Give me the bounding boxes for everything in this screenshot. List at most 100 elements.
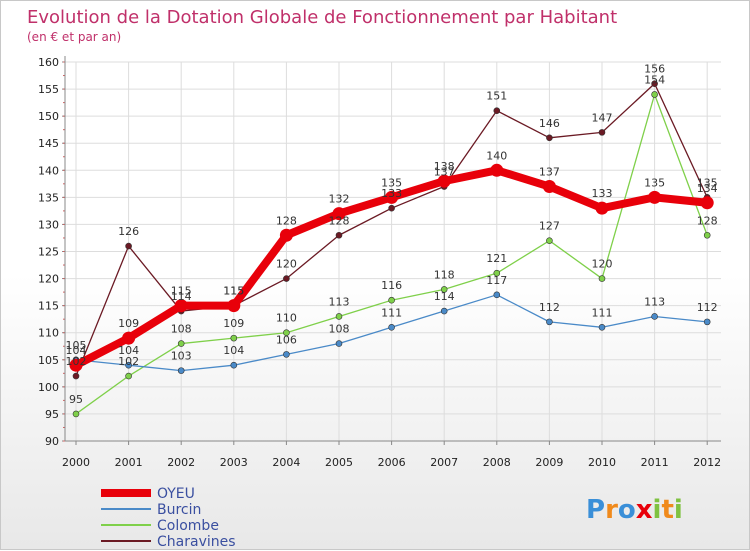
- data-label-charavines: 137: [434, 166, 455, 179]
- x-tick-label: 2004: [272, 456, 300, 469]
- data-label-burcin: 113: [644, 295, 665, 308]
- proxiti-logo: Proxiti: [586, 495, 683, 525]
- data-label-charavines: 120: [276, 258, 297, 271]
- y-tick-label: 115: [38, 300, 59, 313]
- point-charavines: [388, 204, 395, 212]
- data-label-charavines: 102: [66, 355, 87, 368]
- x-tick-label: 2001: [115, 456, 143, 469]
- data-label-colombe: 109: [223, 317, 244, 330]
- data-label-colombe: 102: [118, 355, 139, 368]
- point-oyeu: [542, 180, 556, 194]
- logo-letter: P: [586, 495, 605, 525]
- point-burcin: [335, 340, 343, 347]
- point-oyeu: [490, 163, 504, 177]
- x-tick-label: 2010: [588, 456, 616, 469]
- data-label-burcin: 104: [118, 344, 139, 357]
- point-burcin: [493, 291, 501, 299]
- data-label-colombe: 120: [592, 258, 613, 271]
- point-colombe: [72, 410, 80, 418]
- data-label-charavines: 135: [697, 176, 718, 189]
- data-label-colombe: 118: [434, 268, 455, 281]
- y-tick-label: 120: [38, 273, 59, 286]
- data-label-burcin: 103: [171, 350, 192, 363]
- point-colombe: [177, 340, 185, 347]
- x-tick-label: 2000: [62, 456, 90, 469]
- point-burcin: [703, 318, 711, 326]
- y-tick-label: 90: [45, 435, 59, 448]
- point-burcin: [651, 313, 658, 320]
- point-colombe: [546, 237, 553, 244]
- x-tick-label: 2003: [220, 456, 248, 469]
- point-burcin: [125, 361, 132, 369]
- point-colombe: [703, 231, 711, 239]
- data-label-burcin: 114: [434, 290, 455, 303]
- point-oyeu: [122, 331, 136, 345]
- grid-layer: [65, 61, 721, 442]
- data-label-oyeu: 134: [697, 182, 718, 195]
- data-label-colombe: 121: [486, 252, 507, 265]
- point-burcin: [440, 307, 448, 315]
- data-label-burcin: 117: [486, 274, 507, 287]
- point-colombe: [283, 329, 290, 337]
- data-label-charavines: 133: [381, 187, 402, 200]
- data-label-burcin: 104: [223, 344, 244, 357]
- point-oyeu: [69, 358, 83, 372]
- point-oyeu: [279, 228, 293, 242]
- data-label-colombe: 127: [539, 220, 560, 233]
- data-label-colombe: 128: [697, 214, 718, 227]
- x-tick-label: 2009: [535, 456, 563, 469]
- data-label-colombe: 108: [171, 323, 192, 336]
- y-tick-label: 100: [38, 381, 59, 394]
- data-label-oyeu: 135: [381, 176, 402, 189]
- y-tick-label: 125: [38, 246, 59, 259]
- point-oyeu: [385, 190, 399, 204]
- data-label-charavines: 151: [486, 90, 507, 103]
- data-label-oyeu: 132: [329, 193, 350, 206]
- point-oyeu: [595, 201, 609, 215]
- legend-label-colombe: Colombe: [157, 518, 219, 534]
- point-charavines: [546, 134, 553, 142]
- point-colombe: [598, 275, 606, 282]
- point-burcin: [388, 323, 395, 331]
- point-charavines: [335, 231, 343, 239]
- data-label-oyeu: 138: [434, 160, 455, 173]
- data-label-charavines: 126: [118, 225, 139, 238]
- point-colombe: [440, 286, 448, 293]
- point-colombe: [125, 372, 132, 380]
- point-burcin: [177, 367, 185, 374]
- y-tick-label: 95: [45, 408, 59, 421]
- logo-letter: r: [605, 495, 618, 525]
- point-charavines: [598, 129, 606, 136]
- chart-subtitle: (en € et par an): [27, 30, 121, 44]
- data-label-charavines: 128: [329, 214, 350, 227]
- data-label-burcin: 105: [66, 339, 87, 352]
- data-label-burcin: 106: [276, 333, 297, 346]
- data-label-colombe: 110: [276, 312, 297, 325]
- y-tick-label: 135: [38, 191, 59, 204]
- legend-label-oyeu: OYEU: [157, 486, 195, 502]
- point-burcin: [546, 318, 553, 326]
- series-layer: [69, 80, 714, 418]
- data-label-colombe: 154: [644, 73, 665, 86]
- legend-label-burcin: Burcin: [157, 502, 201, 518]
- data-label-burcin: 112: [697, 301, 718, 314]
- data-label-charavines: 114: [171, 290, 192, 303]
- x-tick-label: 2006: [378, 456, 406, 469]
- data-label-oyeu: 104: [66, 344, 87, 357]
- point-charavines: [72, 372, 80, 380]
- data-label-oyeu: 135: [644, 176, 665, 189]
- point-colombe: [651, 91, 658, 98]
- data-label-colombe: 95: [69, 393, 83, 406]
- x-tick-label: 2002: [167, 456, 195, 469]
- point-oyeu: [700, 196, 714, 210]
- data-label-oyeu: 115: [171, 285, 192, 298]
- data-label-burcin: 111: [592, 306, 613, 319]
- point-burcin: [598, 323, 606, 331]
- x-tick-label: 2007: [430, 456, 458, 469]
- data-label-charavines: 115: [223, 285, 244, 298]
- logo-letter: x: [636, 495, 653, 525]
- point-charavines: [493, 107, 501, 115]
